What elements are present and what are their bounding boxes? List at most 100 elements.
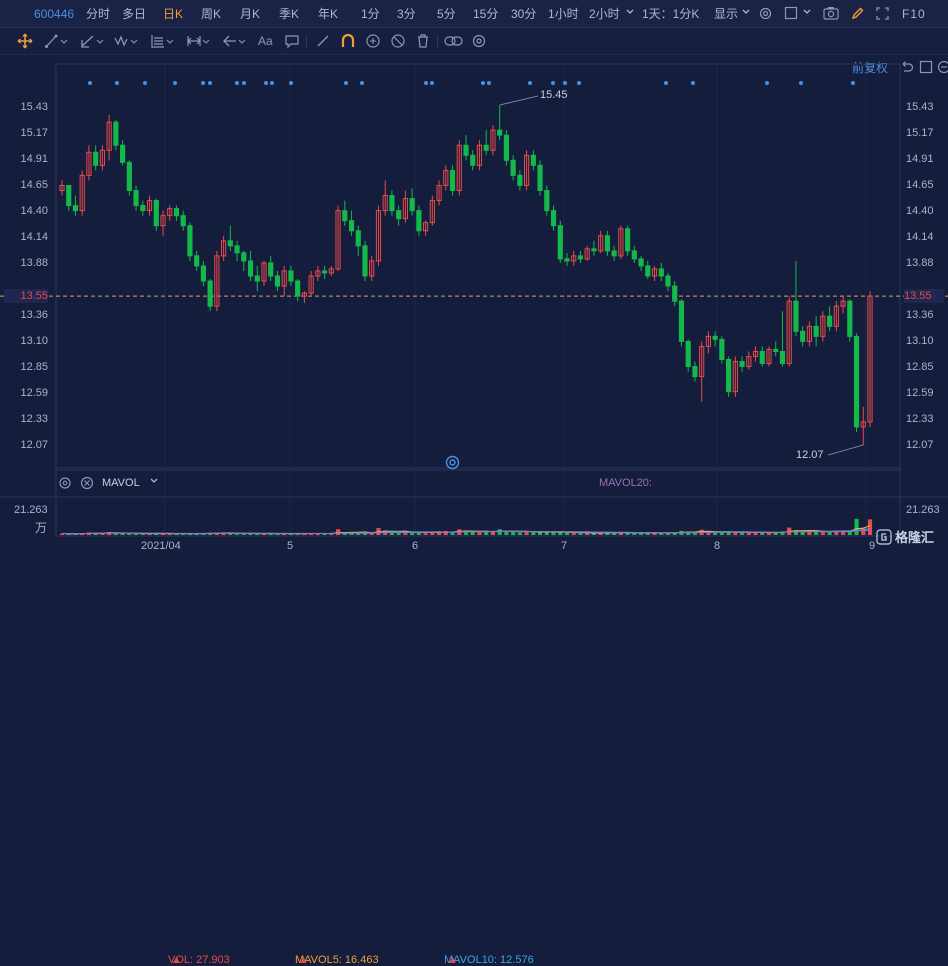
current-price-tag-left: 13.55: [4, 289, 48, 303]
tab-period-weekly-k[interactable]: 周K: [201, 7, 221, 21]
up-arrow-icon: ▲: [447, 954, 458, 966]
tab-period-quarterly-k[interactable]: 季K: [279, 7, 299, 21]
price-tick-left: 14.40: [4, 205, 48, 217]
tab-period-2hour[interactable]: 2小时: [589, 7, 620, 21]
price-tick-left: 12.07: [4, 439, 48, 451]
x-axis-label: 7: [561, 540, 567, 552]
volume-axis-unit: 万: [35, 519, 47, 536]
price-tick-right: 12.33: [906, 413, 934, 425]
adjust-price-button[interactable]: 前复权: [852, 59, 888, 76]
price-tick-left: 14.14: [4, 231, 48, 243]
x-axis-label: 9: [869, 540, 875, 552]
tab-period-15min[interactable]: 15分: [473, 7, 498, 21]
x-axis-label: 6: [412, 540, 418, 552]
mavol20-value: MAVOL20:: [599, 477, 652, 489]
lock-icon[interactable]: [365, 33, 381, 49]
price-tick-right: 12.07: [906, 439, 934, 451]
chevron-down-icon[interactable]: [625, 5, 635, 22]
volume-axis-max: 21.263: [14, 504, 48, 516]
show-menu[interactable]: 显示: [714, 7, 738, 21]
volume-axis-max-right: 21.263: [906, 504, 940, 516]
text-tool[interactable]: Aa: [258, 33, 273, 49]
price-tick-right: 14.14: [906, 231, 934, 243]
toolbar-divider: [306, 34, 307, 48]
low-price-label: 12.07: [796, 449, 824, 461]
tab-period-daily-k[interactable]: 日K: [163, 7, 183, 21]
toolbar-divider: [437, 34, 438, 48]
range-select[interactable]: 1天：1分K: [642, 7, 699, 21]
price-tick-right: 14.40: [906, 205, 934, 217]
chart-area: 前复权: [0, 55, 948, 552]
comment-icon[interactable]: [284, 33, 300, 49]
price-tick-right: 13.10: [906, 335, 934, 347]
pencil-icon[interactable]: [850, 6, 865, 24]
tab-period-monthly-k[interactable]: 月K: [240, 7, 260, 21]
tab-period-30min[interactable]: 30分: [511, 7, 536, 21]
price-tick-left: 12.33: [4, 413, 48, 425]
minus-icon[interactable]: [937, 60, 948, 79]
hide-icon[interactable]: [390, 33, 406, 49]
magnet-icon[interactable]: [340, 33, 356, 49]
price-tick-left: 13.88: [4, 257, 48, 269]
show-menu-chevron-icon[interactable]: [741, 5, 751, 22]
up-arrow-icon: ▲: [298, 954, 309, 966]
price-tick-right: 13.88: [906, 257, 934, 269]
tab-period-1min[interactable]: 1分: [361, 7, 380, 21]
tab-period-yearly-k[interactable]: 年K: [318, 7, 338, 21]
stock-code: 600446: [34, 7, 74, 21]
current-price-tag-right: 13.55: [904, 289, 944, 303]
tab-period-1hour[interactable]: 1小时: [548, 7, 579, 21]
price-tick-left: 12.59: [4, 387, 48, 399]
trash-icon[interactable]: [415, 33, 431, 49]
tab-period-5min[interactable]: 5分: [437, 7, 456, 21]
f10-button[interactable]: F10: [902, 7, 926, 21]
price-tick-right: 13.36: [906, 309, 934, 321]
top-bar: 600446 分时 多日 日K 周K 月K 季K 年K 1分 3分 5分 15分…: [0, 0, 948, 28]
volume-indicator-select[interactable]: MAVOL: [102, 477, 140, 489]
x-axis-label: 8: [714, 540, 720, 552]
square-icon[interactable]: [784, 6, 798, 23]
price-tick-right: 14.65: [906, 179, 934, 191]
gear-icon[interactable]: [758, 6, 773, 24]
price-tick-left: 12.85: [4, 361, 48, 373]
expand-icon[interactable]: [875, 6, 890, 24]
tab-period-3min[interactable]: 3分: [397, 7, 416, 21]
camera-icon[interactable]: [823, 6, 839, 23]
price-tick-left: 14.91: [4, 153, 48, 165]
watermark-text: 格隆汇: [895, 527, 934, 546]
ruler-icon[interactable]: [315, 33, 331, 49]
undo-icon[interactable]: [900, 60, 914, 79]
square-chevron-icon[interactable]: [802, 5, 812, 22]
range-icon[interactable]: [186, 33, 212, 49]
volume-settings-icon[interactable]: [58, 476, 72, 493]
watermark-logo: 格隆汇: [876, 527, 934, 546]
price-tick-right: 12.85: [906, 361, 934, 373]
tab-period-fenshi[interactable]: 分时: [86, 7, 110, 21]
crosshair-icon[interactable]: [17, 33, 33, 49]
price-tick-right: 12.59: [906, 387, 934, 399]
channel-icon[interactable]: [80, 33, 106, 49]
drawing-toolbar: Aa: [0, 28, 948, 55]
arrow-icon[interactable]: [222, 33, 248, 49]
tab-period-multiday[interactable]: 多日: [122, 7, 146, 21]
line-icon[interactable]: [44, 33, 70, 49]
price-tick-left: 14.65: [4, 179, 48, 191]
link-icon[interactable]: [444, 33, 464, 49]
price-tick-right: 15.43: [906, 101, 934, 113]
wave-icon[interactable]: [114, 33, 140, 49]
price-tick-left: 13.36: [4, 309, 48, 321]
locate-icon[interactable]: [445, 455, 460, 475]
high-price-label: 15.45: [540, 89, 568, 101]
volume-close-icon[interactable]: [80, 476, 94, 493]
price-tick-left: 13.10: [4, 335, 48, 347]
x-axis-label: 5: [287, 540, 293, 552]
volume-indicator-chevron-icon[interactable]: [149, 474, 159, 491]
price-tick-left: 15.43: [4, 101, 48, 113]
reset-icon[interactable]: [919, 60, 933, 79]
fibonacci-icon[interactable]: [150, 33, 176, 49]
settings-icon[interactable]: [471, 33, 487, 49]
up-arrow-icon: ▲: [171, 954, 182, 966]
price-tick-right: 15.17: [906, 127, 934, 139]
price-tick-right: 14.91: [906, 153, 934, 165]
price-tick-left: 15.17: [4, 127, 48, 139]
